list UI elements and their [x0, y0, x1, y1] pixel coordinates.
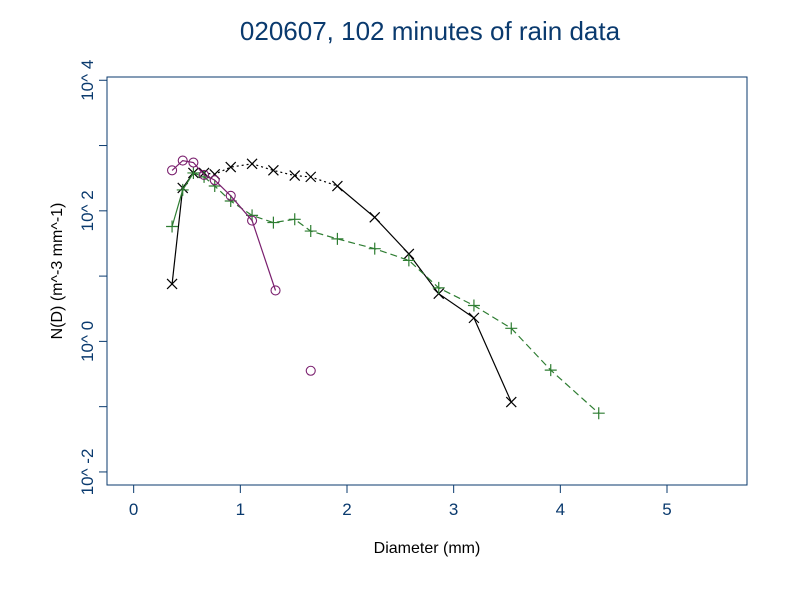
data-point: [432, 281, 445, 294]
data-point: [246, 158, 258, 170]
data-point: [166, 220, 179, 233]
data-point: [176, 183, 189, 196]
data-point: [177, 155, 188, 166]
data-point: [225, 161, 237, 173]
x-tick-label: 5: [662, 500, 671, 519]
data-point: [267, 164, 279, 176]
series-line: [337, 185, 512, 403]
data-point: [304, 225, 317, 238]
x-tick-label: 1: [236, 500, 245, 519]
x-axis: 0 1 2 3 4 5: [129, 485, 672, 519]
series-line: [171, 187, 184, 284]
y-tick-label: 10^ 2: [78, 190, 97, 231]
data-point: [331, 232, 344, 245]
y-tick-label: 10^ 4: [78, 60, 97, 101]
series-x: [166, 158, 517, 408]
data-point: [505, 322, 518, 335]
data-point: [544, 364, 557, 377]
data-point: [305, 171, 317, 183]
data-point: [289, 170, 301, 181]
chart-title: 020607, 102 minutes of rain data: [240, 16, 621, 46]
data-point: [403, 248, 415, 260]
data-point: [187, 166, 200, 179]
data-point: [368, 242, 381, 255]
data-point: [247, 215, 258, 226]
series-layer: [166, 155, 605, 420]
data-point: [166, 278, 178, 290]
data-point: [167, 165, 178, 176]
data-point: [209, 175, 220, 186]
x-tick-label: 3: [449, 500, 458, 519]
data-point: [225, 190, 236, 201]
data-point: [208, 180, 221, 193]
data-point: [305, 365, 316, 376]
data-point: [505, 396, 517, 408]
x-axis-label: Diameter (mm): [374, 540, 481, 557]
data-point: [592, 407, 605, 420]
x-tick-label: 2: [342, 500, 351, 519]
series-line: [193, 172, 600, 414]
data-point: [199, 169, 210, 180]
x-tick-label: 0: [129, 500, 138, 519]
data-point: [270, 285, 281, 296]
data-point: [467, 299, 480, 312]
y-tick-label: 10^ -2: [78, 449, 97, 496]
data-point: [331, 180, 343, 192]
data-point: [468, 312, 480, 324]
plot-frame: [106, 76, 748, 486]
series-line: [171, 159, 277, 291]
data-point: [188, 157, 199, 168]
y-axis: 10^ -2 10^ 0 10^ 2 10^ 4: [78, 60, 107, 496]
data-point: [267, 216, 280, 229]
series-plus: [166, 166, 605, 420]
y-tick-label: 10^ 0: [78, 321, 97, 362]
data-point: [369, 211, 381, 223]
data-point: [402, 254, 415, 267]
y-axis-label: N(D) (m^-3 mm^-1): [49, 203, 66, 340]
x-tick-label: 4: [556, 500, 565, 519]
series-line: [171, 172, 194, 227]
series-circle: [167, 155, 316, 376]
data-point: [288, 213, 301, 226]
